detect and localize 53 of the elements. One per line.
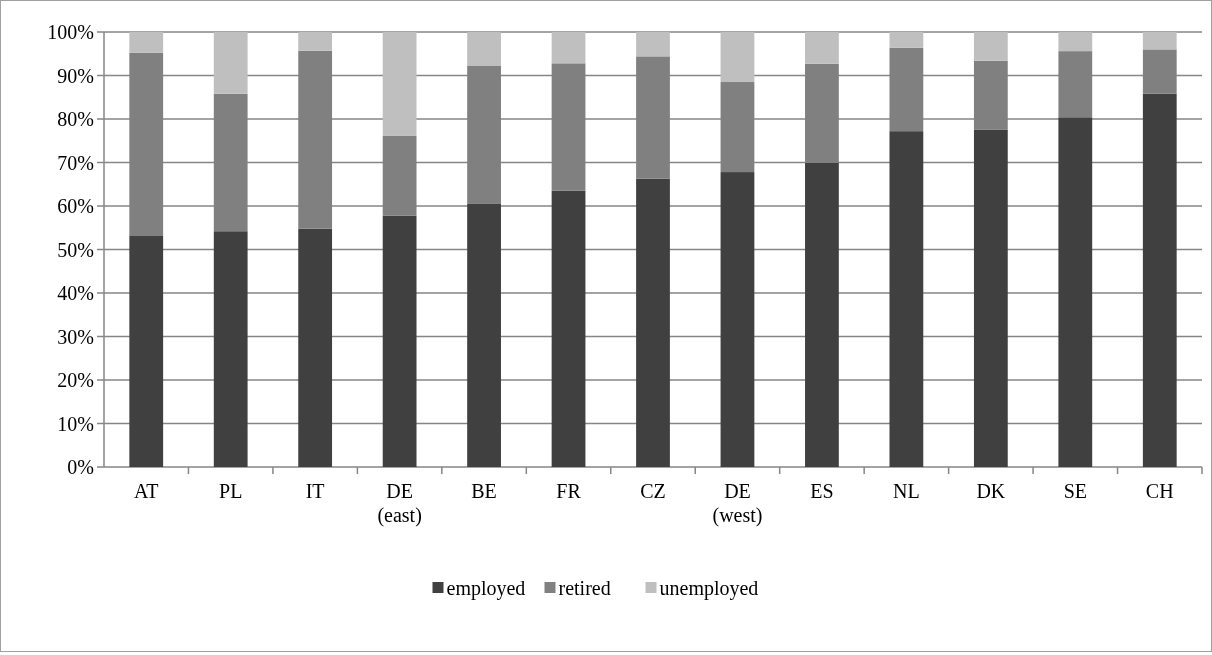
- y-tick-label: 80%: [57, 108, 94, 130]
- bar: [636, 178, 670, 467]
- y-tick-label: 100%: [47, 21, 94, 43]
- legend-label: employed: [446, 577, 526, 600]
- bar: [382, 32, 417, 136]
- legend-label: unemployed: [659, 577, 759, 600]
- bar: [973, 32, 1008, 61]
- bar: [213, 32, 248, 94]
- x-tick-label: NL: [893, 480, 920, 502]
- bar: [636, 32, 670, 57]
- legend-label: retired: [558, 577, 611, 599]
- bar: [467, 32, 501, 66]
- x-tick-label: DE (west): [712, 480, 763, 527]
- x-tick-label: ES: [810, 480, 834, 502]
- bar: [551, 190, 586, 467]
- x-tick-label: PL: [219, 480, 243, 502]
- y-tick-label: 50%: [57, 238, 94, 261]
- bar: [467, 203, 501, 467]
- y-tick-label: 0%: [67, 456, 94, 478]
- bar: [213, 231, 248, 467]
- x-tick-label: IT: [305, 480, 325, 502]
- bar: [1058, 117, 1093, 467]
- y-tick-label: 90%: [57, 64, 94, 87]
- bar: [551, 32, 586, 64]
- bar: [298, 32, 333, 51]
- bar: [1142, 32, 1177, 50]
- x-tick-label: DK: [976, 480, 1006, 502]
- y-tick-label: 10%: [57, 412, 94, 435]
- bar: [298, 228, 333, 467]
- x-tick-label: DE (east): [377, 480, 422, 527]
- bar: [720, 172, 755, 467]
- bar: [889, 32, 924, 48]
- y-tick-label: 30%: [57, 325, 94, 348]
- y-tick-label: 70%: [57, 151, 94, 174]
- y-tick-label: 20%: [57, 369, 94, 391]
- x-tick-label: BE: [471, 480, 497, 502]
- x-tick-label: CH: [1145, 480, 1174, 502]
- bar: [720, 32, 755, 83]
- y-tick-label: 60%: [57, 195, 94, 217]
- x-tick-label: SE: [1063, 480, 1087, 502]
- bar: [1142, 93, 1177, 467]
- x-tick-label: CZ: [640, 480, 666, 502]
- bar: [805, 162, 839, 467]
- bar: [129, 32, 164, 53]
- x-tick-label: FR: [556, 480, 582, 502]
- y-tick-label: 40%: [57, 282, 94, 304]
- x-tick-label: AT: [134, 480, 159, 502]
- bar: [805, 32, 839, 64]
- bar: [382, 215, 417, 467]
- bar: [973, 129, 1008, 467]
- bar: [129, 236, 164, 467]
- bar: [889, 131, 924, 467]
- bar: [1058, 32, 1093, 52]
